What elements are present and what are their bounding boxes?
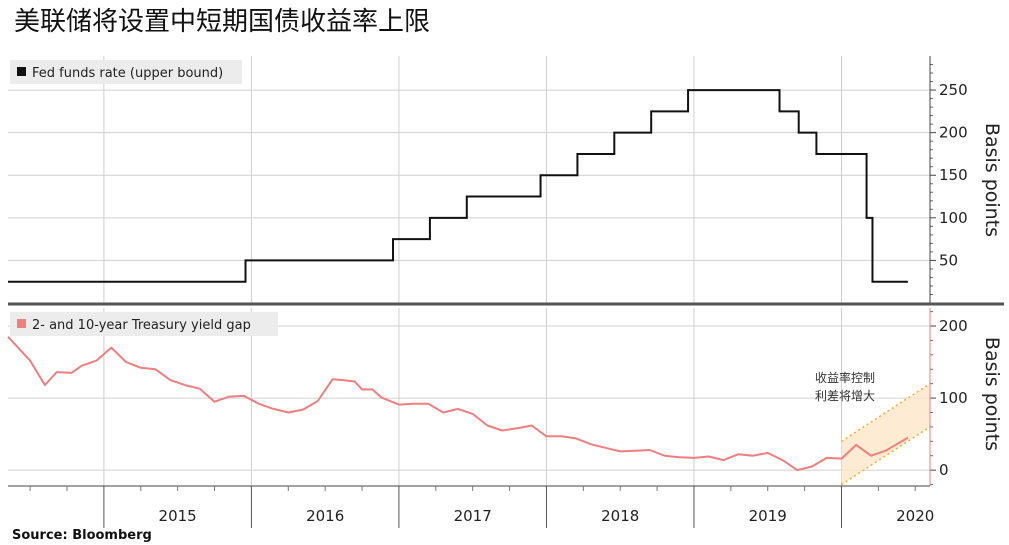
top-y-tick-label: 150 (939, 166, 968, 184)
fed-funds-legend-label: Fed funds rate (upper bound) (32, 66, 223, 81)
bottom-y-tick-label: 200 (939, 317, 968, 335)
yield-gap-legend-label: 2- and 10-year Treasury yield gap (32, 318, 251, 333)
x-tick-label: 2017 (454, 507, 492, 525)
x-tick-label: 2018 (601, 507, 639, 525)
x-axis-labels: 2015 2016 2017 2018 2019 2020 (159, 507, 935, 525)
bottom-y-tick-label: 100 (939, 389, 968, 407)
fed-funds-series (8, 89, 908, 283)
annotation-line-1: 收益率控制 (815, 370, 875, 385)
x-tick-label: 2016 (306, 507, 344, 525)
chart: 50 100 150 200 250 Fed funds rate (upper bou… (7, 56, 1004, 528)
projection-band (841, 383, 931, 486)
top-gridlines (8, 89, 930, 261)
x-tick-label: 2019 (749, 507, 787, 525)
bottom-legend-box (10, 312, 278, 336)
bottom-y-tick-labels: 0 100 200 (930, 311, 968, 486)
fed-funds-panel: 50 100 150 200 250 Fed funds rate (upper bou… (8, 56, 1003, 303)
x-tick-label: 2020 (896, 507, 934, 525)
yield-gap-legend-swatch (17, 319, 26, 328)
top-y-tick-label: 50 (939, 251, 958, 269)
top-y-tick-label: 200 (939, 124, 968, 142)
top-y-tick-label: 250 (939, 81, 968, 99)
annotation-line-2: 利差将增大 (815, 389, 875, 403)
fed-funds-line (8, 89, 908, 283)
yield-gap-line (7, 336, 909, 472)
top-y-tick-label: 100 (939, 209, 968, 227)
top-vertical-gridlines (103, 56, 842, 303)
bottom-y-tick-label: 0 (939, 461, 949, 479)
yield-gap-panel: 0 100 200 2- and 10-year Treasury yield ga… (7, 308, 1003, 486)
bottom-y-axis-title: Basis points (981, 337, 1003, 451)
page-title: 美联储将设置中短期国债收益率上限 (14, 7, 431, 37)
top-legend-box (10, 60, 242, 84)
top-y-axis-title: Basis points (981, 123, 1003, 237)
yield-gap-series (7, 336, 909, 472)
top-legend: Fed funds rate (upper bound) (10, 60, 242, 84)
x-axis-ticks (29, 486, 916, 528)
top-y-tick-labels: 50 100 150 200 250 (930, 64, 968, 295)
projection-band-fill (841, 383, 930, 485)
source-note: Source: Bloomberg (12, 528, 152, 543)
bottom-legend: 2- and 10-year Treasury yield gap (10, 312, 278, 336)
x-tick-label: 2015 (159, 507, 197, 525)
fed-funds-legend-swatch (17, 67, 26, 76)
top-plot-area (8, 56, 930, 303)
